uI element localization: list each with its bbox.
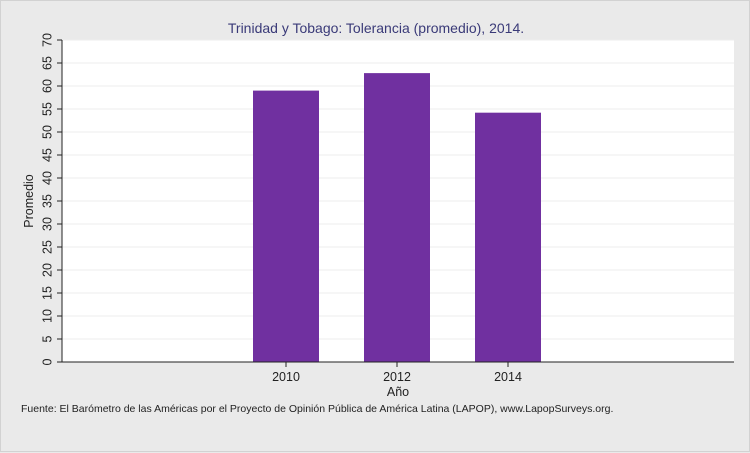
bar-2012	[364, 73, 430, 363]
x-tick-label: 2014	[494, 370, 522, 384]
y-tick-label: 60	[40, 79, 54, 93]
y-tick-label: 10	[40, 309, 54, 323]
x-tick-label: 2010	[272, 370, 300, 384]
bar-2010	[253, 90, 319, 362]
y-tick-label: 35	[40, 194, 54, 208]
bars	[253, 73, 541, 363]
y-tick-label: 40	[40, 171, 54, 185]
chart-title: Trinidad y Tobago: Tolerancia (promedio)…	[228, 20, 524, 36]
y-tick-label: 30	[40, 217, 54, 231]
y-tick-label: 70	[40, 33, 54, 47]
bar-2014	[475, 112, 541, 363]
y-tick-label: 65	[40, 56, 54, 70]
x-axis-ticks: 2010 2012 2014	[272, 362, 522, 384]
y-tick-label: 55	[40, 102, 54, 116]
source-note: Fuente: El Barómetro de las Américas por…	[21, 403, 613, 415]
y-axis-ticks: 0 5 10 15 20 25 30 35 40 45 50 55 60 65 70	[40, 33, 62, 365]
y-tick-label: 45	[40, 148, 54, 162]
y-tick-label: 15	[40, 286, 54, 300]
y-tick-label: 5	[40, 335, 54, 342]
x-axis-label: Año	[387, 385, 409, 399]
y-axis-label: Promedio	[22, 174, 36, 228]
x-tick-label: 2012	[383, 370, 411, 384]
y-tick-label: 0	[40, 358, 54, 365]
y-tick-label: 20	[40, 263, 54, 277]
y-tick-label: 25	[40, 240, 54, 254]
y-tick-label: 50	[40, 125, 54, 139]
